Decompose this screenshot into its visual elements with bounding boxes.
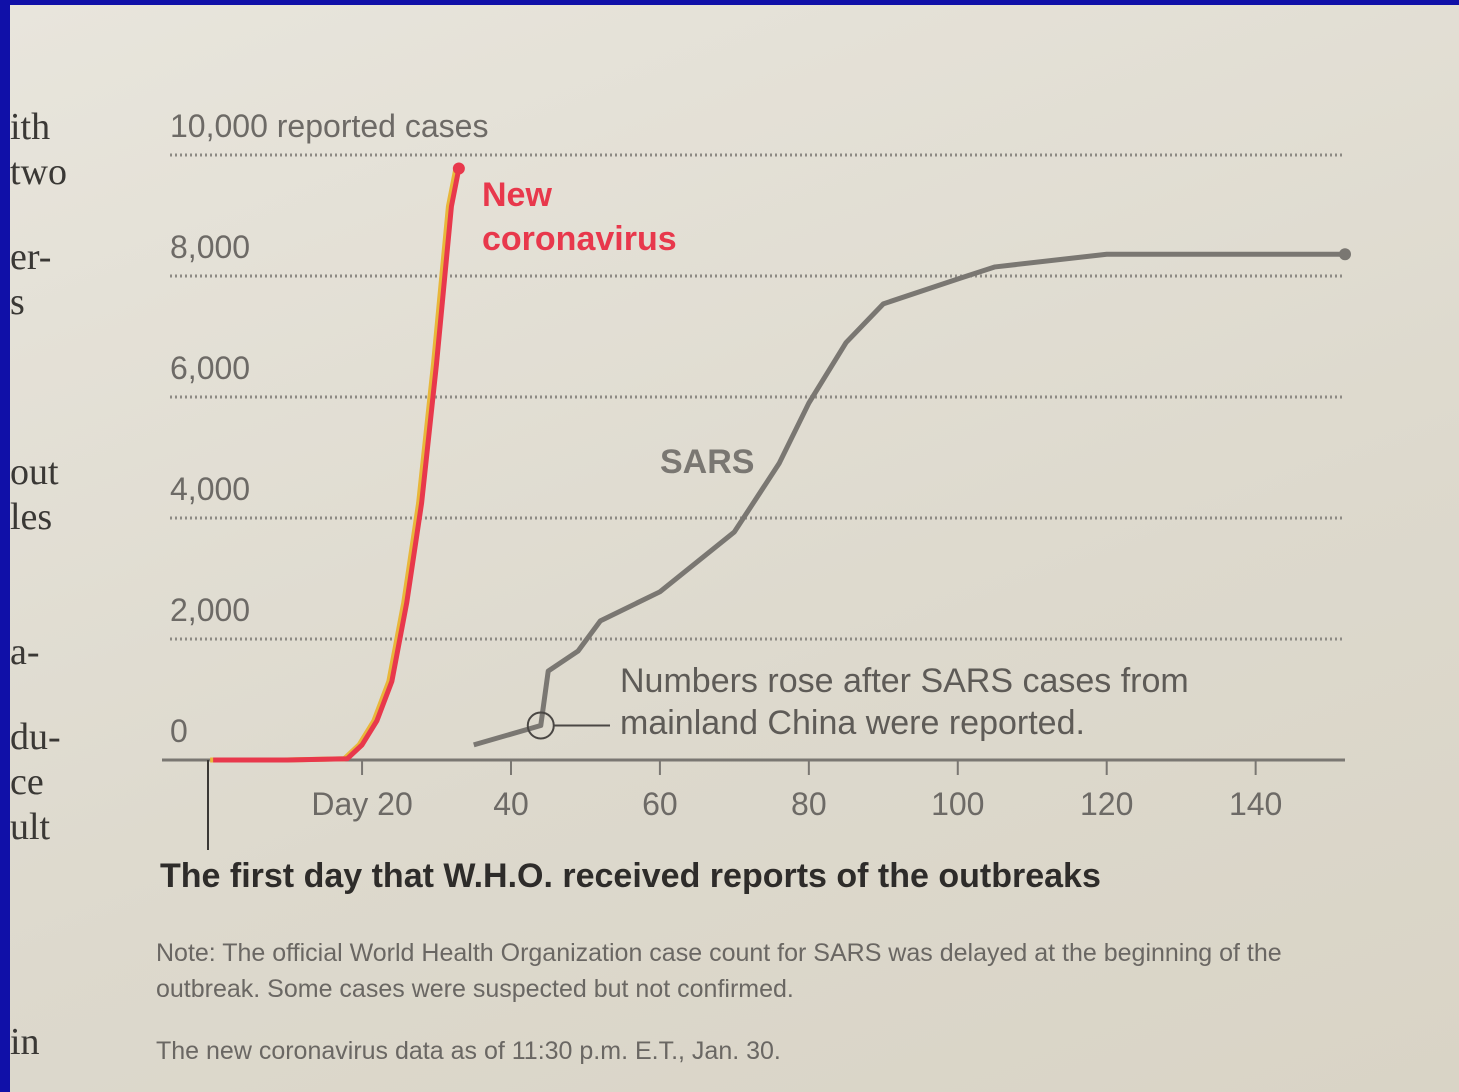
margin-text: du- (10, 715, 61, 759)
y-tick-label: 8,000 (170, 229, 250, 265)
x-axis-label: The first day that W.H.O. received repor… (160, 857, 1101, 896)
margin-text: les (10, 495, 52, 539)
chart: 0 2,000 4,000 6,000 8,000 10,000 reported cas… (10, 5, 1459, 1092)
page: 0 2,000 4,000 6,000 8,000 10,000 reported cas… (0, 0, 1459, 1092)
margin-text: two (10, 150, 67, 194)
x-tick-label: 140 (1229, 786, 1282, 822)
x-tick-label: 60 (642, 786, 678, 822)
margin-text: in (10, 1020, 40, 1064)
margin-text: a- (10, 630, 40, 674)
note: Note: The official World Health Organiza… (156, 935, 1356, 1007)
x-tick-label: Day 20 (311, 786, 412, 822)
x-tick-label: 100 (931, 786, 984, 822)
y-tick-label: 0 (170, 713, 188, 749)
y-tick-label: 4,000 (170, 471, 250, 507)
x-tick-label: 120 (1080, 786, 1133, 822)
margin-text: ult (10, 805, 50, 849)
end-dot (453, 163, 465, 175)
x-tick-label: 40 (493, 786, 529, 822)
y-tick-label: 2,000 (170, 592, 250, 628)
note: The new coronavirus data as of 11:30 p.m… (156, 1037, 781, 1066)
end-dot (1339, 248, 1351, 260)
margin-text: ce (10, 760, 44, 804)
margin-text: ith (10, 105, 50, 149)
y-tick-label: 10,000 reported cases (170, 108, 488, 144)
series-label: SARS (660, 443, 754, 482)
y-tick-label: 6,000 (170, 350, 250, 386)
x-tick-label: 80 (791, 786, 827, 822)
margin-text: er- (10, 235, 51, 279)
annotation: Numbers rose after SARS cases from mainl… (620, 660, 1220, 744)
margin-text: s (10, 280, 25, 324)
series-label: New coronavirus (482, 173, 702, 261)
newspaper: 0 2,000 4,000 6,000 8,000 10,000 reported cas… (10, 5, 1459, 1092)
margin-text: out (10, 450, 59, 494)
